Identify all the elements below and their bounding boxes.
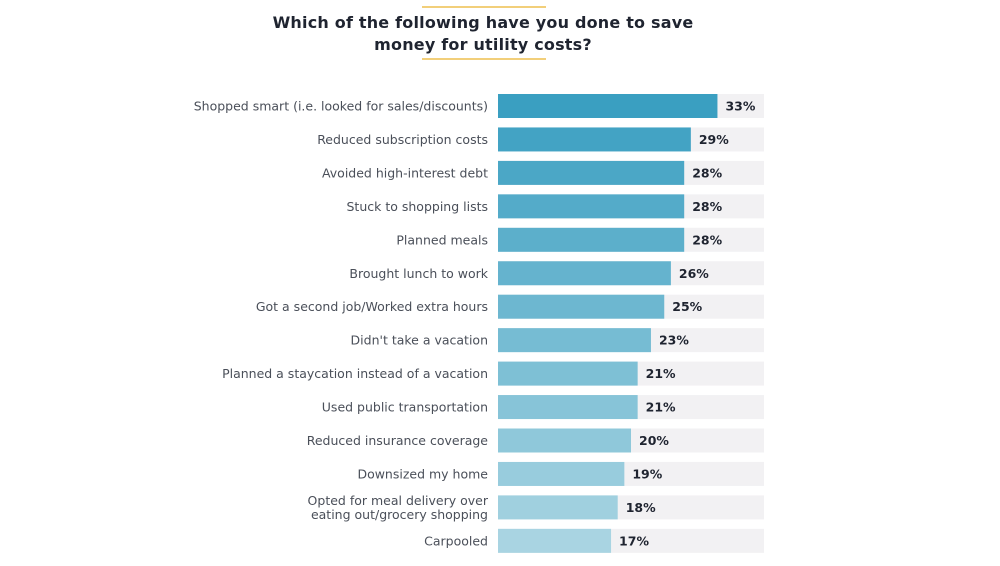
value-label: 33% (725, 99, 755, 114)
bar (498, 94, 718, 118)
bar (498, 194, 685, 219)
chart-title-block: Which of the following have you done to … (0, 0, 1000, 70)
category-label-line: Brought lunch to work (349, 266, 488, 281)
bar (498, 160, 685, 185)
category-label: Downsized my home (357, 466, 488, 481)
value-label: 29% (699, 132, 729, 147)
bar-row: 23% Didn't take a vacation (351, 328, 764, 353)
title-top-rule (422, 6, 546, 8)
category-label-line: eating out/grocery shopping (311, 507, 488, 522)
value-label: 28% (692, 232, 722, 247)
title-bottom-rule (422, 58, 546, 60)
bar-row: 25% Got a second job/Worked extra hours (256, 294, 764, 319)
bar-row: 28% Planned meals (396, 227, 764, 252)
category-label-line: Planned a staycation instead of a vacati… (222, 366, 488, 381)
category-label-line: Got a second job/Worked extra hours (256, 299, 488, 314)
category-label-line: Used public transportation (322, 400, 488, 415)
bar-row: 21% Planned a staycation instead of a vac… (222, 361, 764, 386)
category-label: Planned meals (396, 232, 488, 247)
category-label-line: Didn't take a vacation (351, 333, 488, 348)
bar-row: 26% Brought lunch to work (349, 261, 764, 286)
bar-row: 21% Used public transportation (322, 395, 764, 420)
chart-title-line-1: Which of the following have you done to … (272, 13, 694, 32)
value-label: 19% (632, 466, 662, 481)
bar (498, 361, 638, 386)
bar (498, 495, 618, 520)
bar-row: 28% Stuck to shopping lists (347, 194, 764, 219)
category-label-line: Downsized my home (357, 466, 488, 481)
value-label: 21% (646, 400, 676, 415)
chart-title-line-2: money for utility costs? (374, 35, 592, 54)
category-label: Stuck to shopping lists (347, 199, 489, 214)
category-label: Used public transportation (322, 400, 488, 415)
value-label: 28% (692, 165, 722, 180)
bar (498, 261, 671, 286)
category-label: Reduced insurance coverage (307, 433, 489, 448)
value-label: 23% (659, 333, 689, 348)
category-label-line: Planned meals (396, 232, 488, 247)
category-label: Planned a staycation instead of a vacati… (222, 366, 488, 381)
bar (498, 528, 612, 553)
bar-row: 17% Carpooled (424, 528, 764, 553)
category-label: Got a second job/Worked extra hours (256, 299, 488, 314)
category-label-line: Carpooled (424, 533, 488, 548)
category-label: Shopped smart (i.e. looked for sales/dis… (194, 99, 488, 114)
category-label-line: Shopped smart (i.e. looked for sales/dis… (194, 99, 488, 114)
category-label-line: Reduced insurance coverage (307, 433, 489, 448)
value-label: 17% (619, 533, 649, 548)
value-label: 20% (639, 433, 669, 448)
value-label: 21% (646, 366, 676, 381)
value-label: 18% (626, 500, 656, 515)
category-label-line: Stuck to shopping lists (347, 199, 489, 214)
category-label: Opted for meal delivery over eating out/g… (308, 493, 489, 522)
bar (498, 294, 665, 319)
bar-row: 28% Avoided high-interest debt (322, 160, 764, 185)
bar (498, 395, 638, 420)
category-label: Avoided high-interest debt (322, 165, 488, 180)
value-label: 26% (679, 266, 709, 281)
bar-row: 19% Downsized my home (357, 461, 764, 486)
category-label-line: Avoided high-interest debt (322, 165, 488, 180)
category-label: Didn't take a vacation (351, 333, 488, 348)
value-label: 28% (692, 199, 722, 214)
category-label: Reduced subscription costs (317, 132, 488, 147)
value-label: 25% (672, 299, 702, 314)
bar-row: 20% Reduced insurance coverage (307, 428, 764, 453)
category-label-line: Opted for meal delivery over (308, 493, 489, 508)
category-label: Brought lunch to work (349, 266, 488, 281)
bar-row: 18% Opted for meal delivery over eating ou… (308, 493, 764, 522)
category-label-line: Reduced subscription costs (317, 132, 488, 147)
category-label: Carpooled (424, 533, 488, 548)
bar-row: 29% Reduced subscription costs (317, 127, 764, 152)
bar (498, 461, 625, 486)
bar-row: 33% Shopped smart (i.e. looked for sales/… (194, 94, 764, 118)
bar (498, 227, 685, 252)
bar (498, 428, 631, 453)
bar (498, 328, 651, 353)
bar (498, 127, 691, 152)
